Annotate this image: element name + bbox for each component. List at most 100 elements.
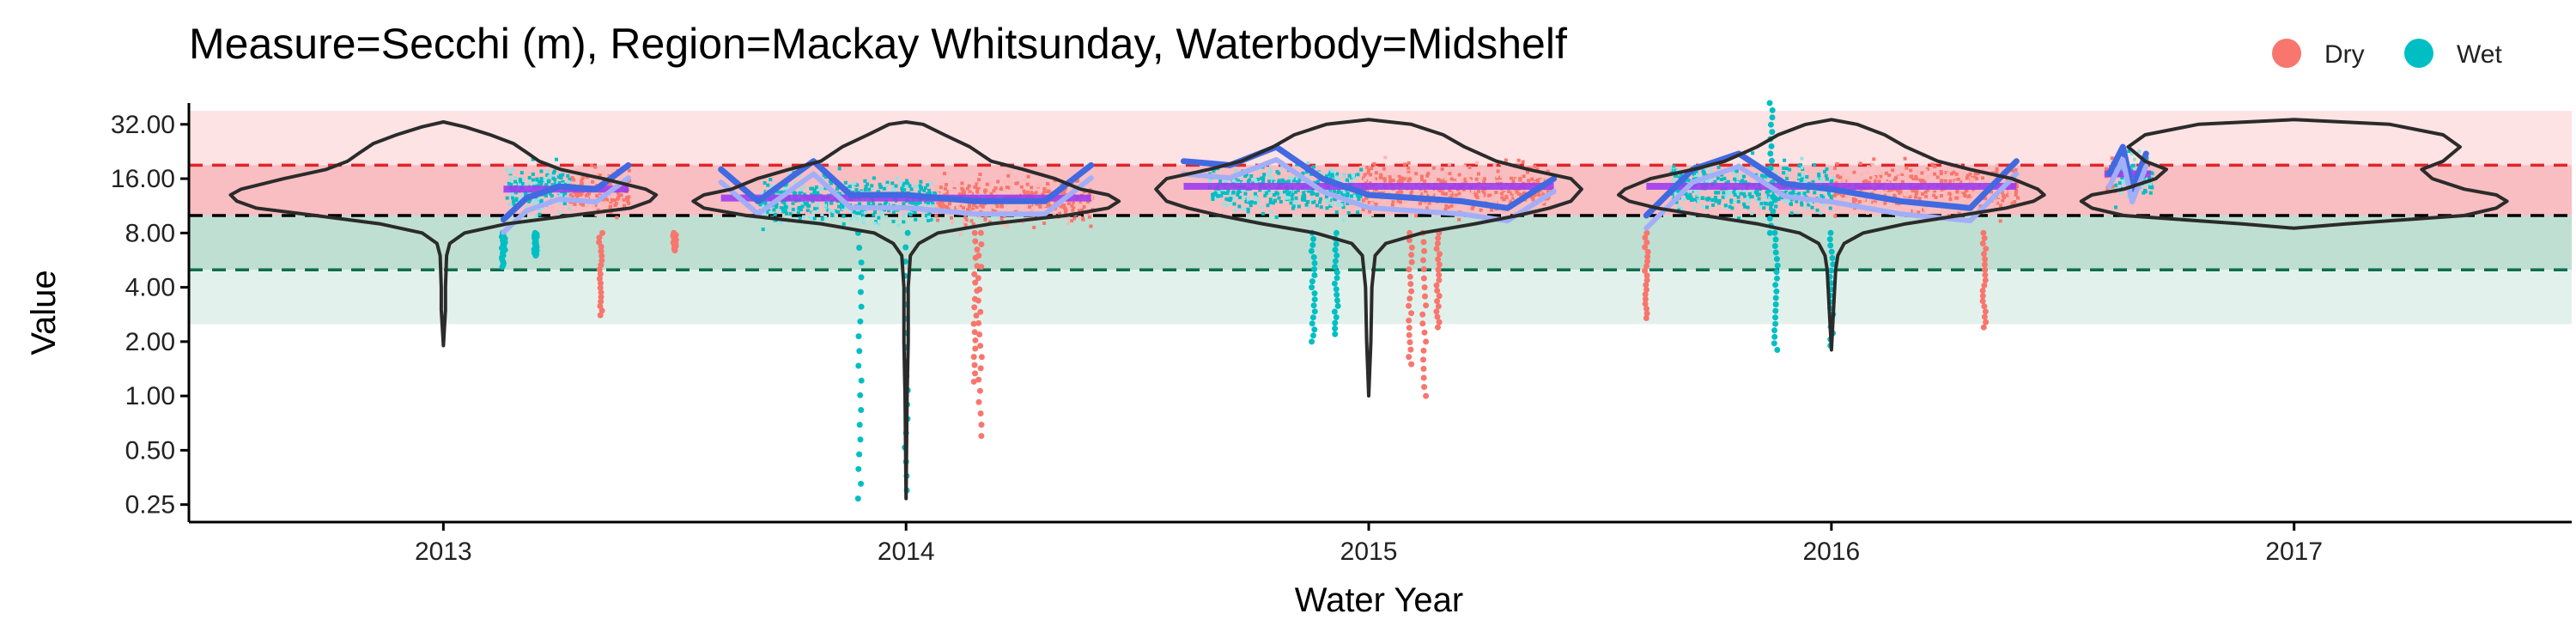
data-point xyxy=(1078,200,1083,204)
outlier-point xyxy=(1769,114,1776,121)
outlier-point xyxy=(1643,272,1650,279)
data-point xyxy=(1732,199,1736,204)
data-point xyxy=(1757,197,1761,201)
data-point xyxy=(1541,192,1546,197)
data-point xyxy=(1492,163,1497,167)
data-point xyxy=(762,212,766,216)
outlier-point xyxy=(1406,266,1413,273)
outlier-point xyxy=(858,377,865,384)
data-point xyxy=(1388,178,1393,182)
trend-line-secondary xyxy=(1643,163,2020,231)
data-point xyxy=(1884,171,1888,175)
outlier-point xyxy=(1642,295,1649,302)
data-point xyxy=(1449,204,1454,208)
data-point xyxy=(1777,197,1781,201)
data-point xyxy=(1891,168,1895,173)
data-point xyxy=(1502,197,1506,202)
data-point xyxy=(997,185,1001,189)
data-point xyxy=(1256,177,1261,181)
data-point xyxy=(546,179,550,184)
data-point xyxy=(1410,189,1414,193)
data-point xyxy=(1406,173,1409,178)
data-point xyxy=(943,186,947,191)
data-point xyxy=(538,179,542,184)
data-point xyxy=(1415,180,1419,185)
data-point xyxy=(1729,198,1734,203)
data-point xyxy=(2135,166,2139,170)
data-point xyxy=(1256,199,1261,204)
data-point xyxy=(550,173,554,178)
data-point xyxy=(1960,188,1965,192)
data-point xyxy=(1813,191,1817,195)
data-point xyxy=(1006,173,1011,178)
data-point xyxy=(1900,179,1905,184)
outlier-point xyxy=(1979,288,1986,294)
data-point xyxy=(604,201,608,205)
data-point xyxy=(902,183,906,187)
data-point xyxy=(1746,205,1750,210)
data-point xyxy=(1282,190,1286,194)
data-point xyxy=(1829,179,1833,184)
data-point xyxy=(1722,191,1726,195)
data-point xyxy=(1315,204,1319,208)
outlier-point xyxy=(1434,240,1441,246)
outlier-point xyxy=(856,422,863,428)
outlier-point xyxy=(598,252,605,259)
data-point xyxy=(1336,191,1340,194)
data-point xyxy=(1346,191,1350,195)
outlier-point xyxy=(1773,288,1780,295)
data-point xyxy=(1350,194,1353,198)
data-point xyxy=(531,157,535,161)
data-point xyxy=(873,210,877,215)
data-point xyxy=(1990,190,1993,194)
outlier-point xyxy=(978,433,985,440)
outlier-point xyxy=(1420,257,1426,264)
data-point xyxy=(971,222,975,227)
outlier-point xyxy=(1982,266,1988,273)
data-point xyxy=(934,187,939,191)
data-point xyxy=(512,199,515,204)
outlier-point xyxy=(1644,248,1651,255)
outlier-point xyxy=(1981,234,1988,241)
data-point xyxy=(2149,171,2153,174)
data-point xyxy=(1084,202,1088,206)
threshold-band xyxy=(189,270,2572,325)
data-point xyxy=(858,202,862,206)
data-point xyxy=(885,184,890,188)
data-point xyxy=(1995,201,1999,205)
data-point xyxy=(579,202,583,206)
data-point xyxy=(1479,208,1483,212)
data-point xyxy=(823,216,828,219)
data-point xyxy=(1353,176,1358,179)
data-point xyxy=(945,205,949,209)
data-point xyxy=(1382,204,1386,208)
data-point xyxy=(1670,192,1674,196)
data-point xyxy=(1516,191,1521,196)
data-point xyxy=(575,194,580,198)
data-point xyxy=(1676,189,1680,193)
data-point xyxy=(2148,191,2153,195)
data-point xyxy=(870,184,874,188)
outlier-point xyxy=(1420,275,1427,282)
data-point xyxy=(1674,173,1679,178)
data-point xyxy=(1913,195,1917,199)
data-point xyxy=(1064,208,1068,212)
outlier-point xyxy=(977,308,984,315)
data-point xyxy=(1316,179,1320,184)
data-point xyxy=(1284,195,1288,199)
data-point xyxy=(1883,201,1887,205)
outlier-point xyxy=(1421,384,1428,391)
data-point xyxy=(1236,191,1240,195)
data-point xyxy=(1721,195,1725,199)
data-point xyxy=(1396,199,1400,204)
data-point xyxy=(1034,191,1038,195)
data-point xyxy=(1008,185,1012,190)
data-point xyxy=(998,206,1002,210)
data-point xyxy=(1329,167,1334,172)
data-point xyxy=(1490,196,1494,200)
data-point xyxy=(968,203,971,207)
data-point xyxy=(1289,194,1293,198)
data-point xyxy=(1306,161,1310,165)
data-point xyxy=(1817,173,1821,177)
outlier-point xyxy=(598,298,605,305)
